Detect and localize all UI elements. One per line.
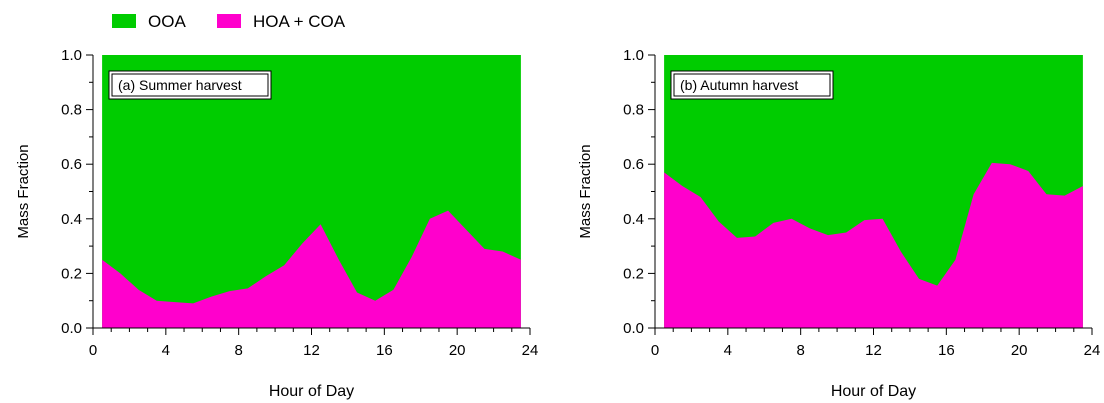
panel-title-box-inner (111, 73, 269, 97)
x-tick-label: 12 (303, 342, 320, 359)
y-tick-label: 0.0 (623, 320, 644, 337)
x-tick-label: 8 (234, 342, 242, 359)
x-tick-label: 0 (89, 342, 97, 359)
x-tick-label: 24 (522, 342, 539, 359)
panel-title-box (670, 70, 834, 100)
x-tick-label: 4 (724, 342, 732, 359)
hoa-coa-area-layer (664, 162, 1083, 328)
x-axis-label: Hour of Day (269, 383, 354, 400)
tick-labels: 0 4 8 12 16 20 24 0.0 0.2 0.4 0.6 0.8 1.0 (61, 47, 538, 359)
x-tick-label: 20 (449, 342, 466, 359)
legend-swatch-hoa-coa (217, 14, 241, 28)
y-tick-label: 0.4 (61, 211, 82, 228)
y-tick-label: 0.8 (61, 102, 82, 119)
area-hoa-coa (664, 162, 1083, 328)
y-tick-label: 0.0 (61, 320, 82, 337)
y-tick-label: 0.2 (61, 265, 82, 282)
x-axis-label: Hour of Day (831, 383, 916, 400)
legend-label-hoa-coa: HOA + COA (253, 12, 346, 31)
y-tick-label: 0.4 (623, 211, 644, 228)
y-tick-label: 1.0 (623, 47, 644, 64)
y-axis-label: Mass Fraction (577, 144, 594, 238)
area-hoa-coa (102, 210, 521, 328)
y-axis-label: Mass Fraction (15, 144, 32, 238)
panel-title-box (108, 70, 272, 100)
hoa-coa-area-layer (102, 210, 521, 328)
x-tick-label: 16 (376, 342, 393, 359)
panel-title: (a) Summer harvest (118, 77, 242, 93)
y-tick-label: 0.6 (61, 156, 82, 173)
panel-title-box-inner (673, 73, 831, 97)
y-tick-label: 0.8 (623, 102, 644, 119)
chart-panel-summer: 0 4 8 12 16 20 24 0.0 0.2 0.4 0.6 0.8 1.0 (a) Summer… (15, 47, 538, 400)
tick-marks (648, 54, 1093, 335)
legend-swatch-ooa (112, 14, 136, 28)
x-tick-label: 4 (162, 342, 170, 359)
legend-label-ooa: OOA (148, 12, 186, 31)
chart-panel-autumn: 0 4 8 12 16 20 24 0.0 0.2 0.4 0.6 0.8 1.0 (b) Autumn… (577, 47, 1100, 400)
y-tick-label: 0.6 (623, 156, 644, 173)
x-tick-label: 16 (938, 342, 955, 359)
x-tick-label: 24 (1084, 342, 1101, 359)
x-tick-label: 0 (651, 342, 659, 359)
legend: OOA HOA + COA (112, 12, 346, 31)
y-tick-label: 1.0 (61, 47, 82, 64)
tick-marks (86, 54, 531, 335)
x-tick-label: 8 (796, 342, 804, 359)
x-tick-label: 12 (865, 342, 882, 359)
panel-title: (b) Autumn harvest (680, 77, 798, 93)
tick-labels: 0 4 8 12 16 20 24 0.0 0.2 0.4 0.6 0.8 1.0 (623, 47, 1100, 359)
y-tick-label: 0.2 (623, 265, 644, 282)
x-tick-label: 20 (1011, 342, 1028, 359)
